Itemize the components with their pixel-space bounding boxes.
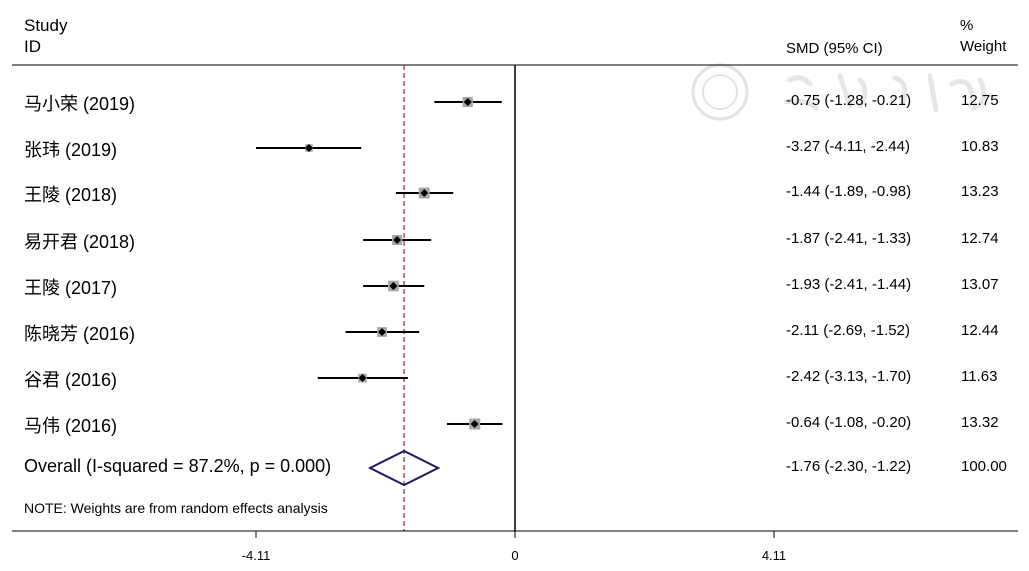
study-point-estimate [470, 420, 479, 428]
study-label: 易开君 (2018) [24, 232, 136, 252]
header-study: Study ID [24, 15, 67, 57]
study-weight: 12.44 [961, 322, 999, 339]
watermark-seal [691, 63, 987, 121]
overall-ci-text: -1.76 (-2.30, -1.22) [786, 458, 912, 475]
study-weight: 13.23 [961, 183, 999, 200]
x-tick-label: -4.11 [241, 548, 271, 563]
study-weight: 10.83 [961, 138, 999, 155]
header-study-line2: ID [24, 37, 41, 56]
study-label: 马伟 (2016) [24, 416, 118, 436]
x-tick-label: 4.11 [761, 548, 787, 563]
study-ci-text: -0.75 (-1.28, -0.21) [786, 92, 912, 109]
study-point-estimate [420, 189, 429, 197]
study-weight: 13.32 [961, 414, 999, 431]
study-ci-text: -3.27 (-4.11, -2.44) [786, 138, 910, 155]
study-ci-text: -2.11 (-2.69, -1.52) [786, 322, 910, 339]
study-weight: 13.07 [961, 276, 999, 293]
study-weight: 12.74 [961, 230, 999, 247]
study-point-estimate [304, 144, 313, 152]
study-label: 马小荣 (2019) [24, 94, 136, 114]
study-label: 陈晓芳 (2016) [24, 324, 136, 344]
study-point-estimate [378, 328, 387, 336]
study-label: 王陵 (2018) [24, 185, 118, 205]
footnote: NOTE: Weights are from random effects an… [24, 500, 328, 516]
overall-label: Overall (I-squared = 87.2%, p = 0.000) [24, 456, 332, 476]
header-weight-line2: Weight [960, 38, 1007, 55]
study-weight: 11.63 [961, 368, 998, 385]
study-ci-text: -1.87 (-2.41, -1.33) [786, 230, 912, 247]
overall-diamond [367, 449, 441, 487]
header-study-line1: Study [24, 16, 68, 35]
study-label: 张玮 (2019) [24, 140, 118, 160]
study-label: 王陵 (2017) [24, 278, 118, 298]
header-weight: % Weight [960, 15, 1006, 57]
study-ci-text: -0.64 (-1.08, -0.20) [786, 414, 912, 431]
study-point-estimate [463, 98, 472, 106]
x-tick-label: 0 [511, 548, 519, 563]
study-label: 谷君 (2016) [24, 370, 118, 390]
study-ci-text: -1.93 (-2.41, -1.44) [786, 276, 912, 293]
study-point-estimate [358, 374, 367, 382]
header-weight-line1: % [960, 17, 974, 34]
study-ci-text: -2.42 (-3.13, -1.70) [786, 368, 912, 385]
study-weight: 12.75 [961, 92, 999, 109]
study-ci-text: -1.44 (-1.89, -0.98) [786, 183, 912, 200]
study-point-estimate [389, 282, 398, 290]
overall-weight: 100.00 [961, 458, 1007, 475]
header-smd: SMD (95% CI) [786, 40, 883, 57]
study-point-estimate [393, 236, 402, 244]
